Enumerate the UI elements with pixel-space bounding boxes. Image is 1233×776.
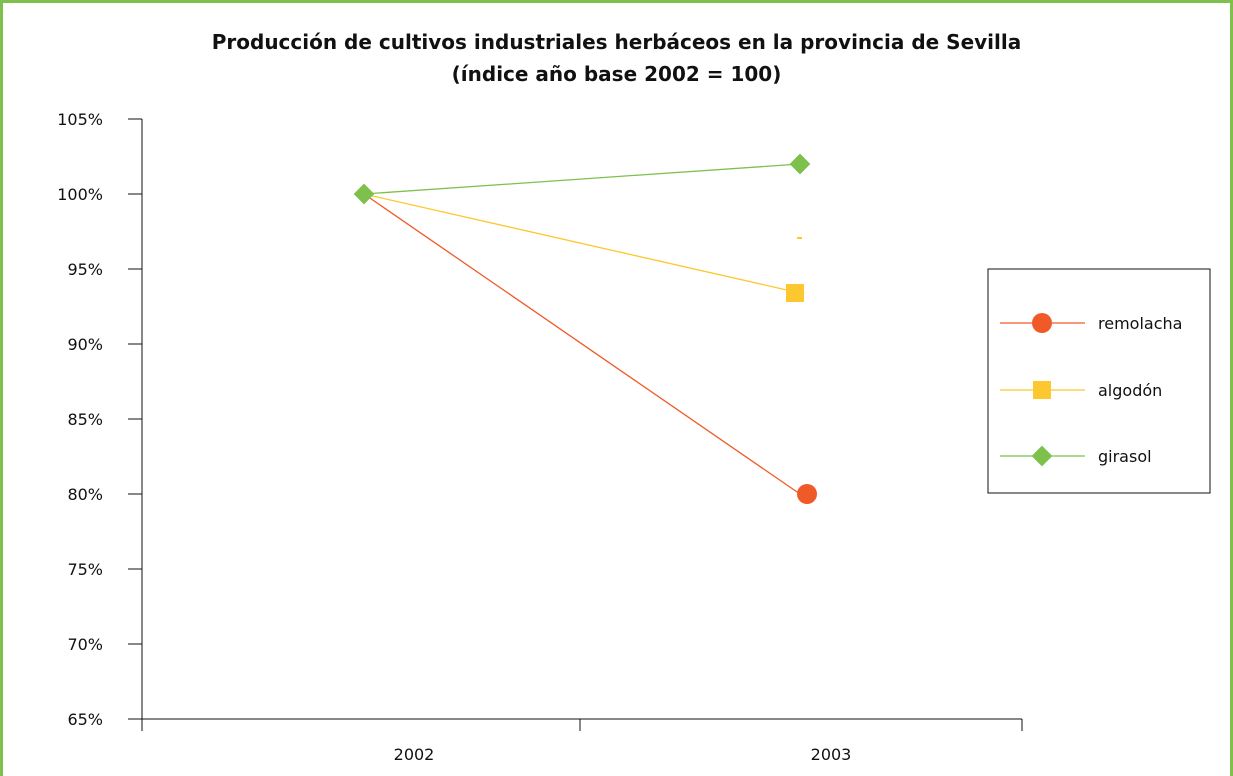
data-point-girasol (353, 183, 375, 205)
legend-marker-remolacha (1032, 313, 1052, 333)
y-tick-label: 70% (67, 635, 103, 654)
series-line-girasol (363, 163, 801, 195)
y-tick-label: 105% (57, 110, 103, 129)
data-point-remolacha (797, 484, 817, 504)
legend-marker-algodón (1033, 381, 1051, 399)
y-tick-label: 65% (67, 710, 103, 729)
data-point-algodón (786, 284, 804, 302)
chart-subtitle: (índice año base 2002 = 100) (451, 62, 782, 86)
y-tick-label: 80% (67, 485, 103, 504)
series-line-remolacha (363, 193, 801, 495)
series-line-algodón (363, 193, 801, 294)
x-tick-label: 2002 (394, 745, 435, 764)
y-tick-label: 90% (67, 335, 103, 354)
y-tick-label: 85% (67, 410, 103, 429)
chart-title: Producción de cultivos industriales herb… (211, 30, 1022, 54)
legend-label-remolacha: remolacha (1098, 314, 1182, 333)
data-point-girasol (789, 153, 811, 175)
legend-marker-girasol (1031, 445, 1053, 467)
legend-label-algodón: algodón (1098, 381, 1162, 400)
y-tick-label: 100% (57, 185, 103, 204)
y-tick-label: 75% (67, 560, 103, 579)
x-tick-label: 2003 (811, 745, 852, 764)
legend-label-girasol: girasol (1098, 447, 1152, 466)
y-tick-label: 95% (67, 260, 103, 279)
